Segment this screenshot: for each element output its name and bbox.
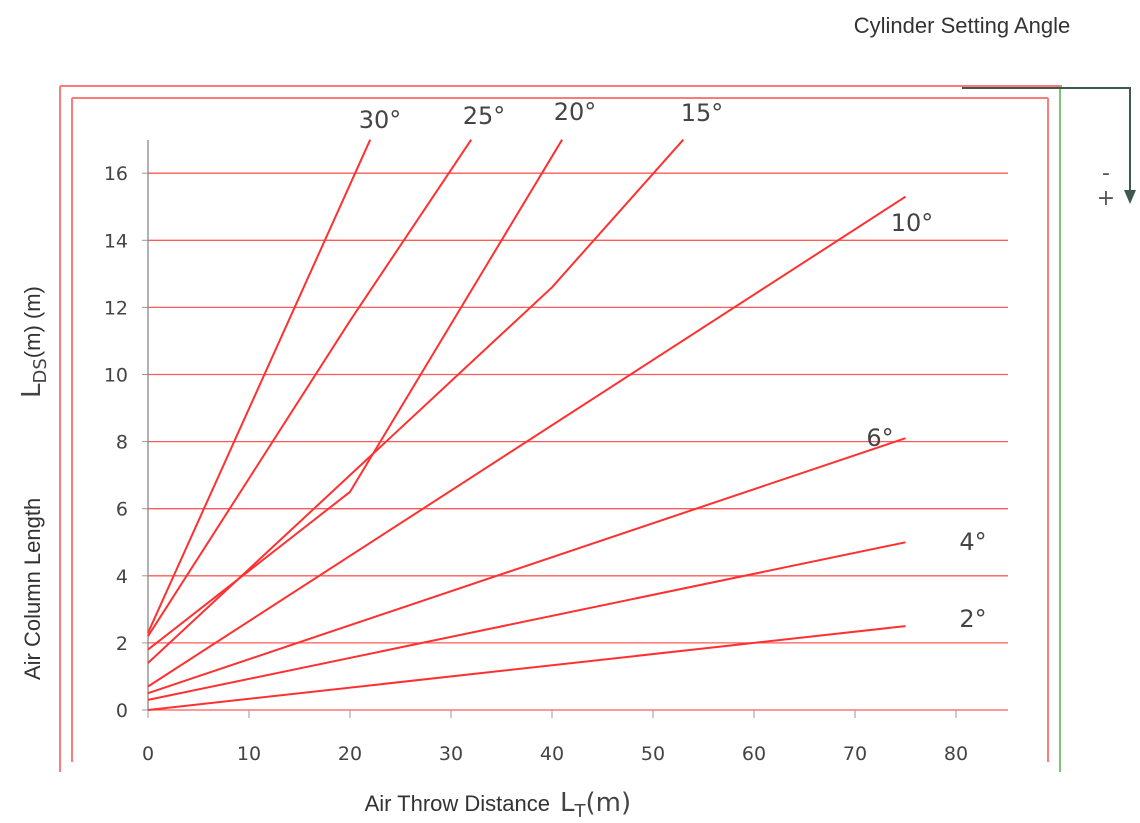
grid	[148, 172, 1008, 711]
x-tick-label-60: 60	[742, 743, 766, 765]
cylinder-setting-angle-label: Cylinder Setting Angle	[854, 13, 1070, 38]
angle-label-10deg: 10°	[891, 209, 934, 237]
x-axis-title: Air Throw Distance	[365, 791, 550, 816]
x-tick-label-40: 40	[540, 743, 564, 765]
x-tick-label-50: 50	[641, 743, 665, 765]
angle-label-6deg: 6°	[866, 424, 893, 452]
y-tick-label-4: 4	[116, 566, 128, 588]
y-tick-label-14: 14	[104, 230, 128, 252]
angle-label-15deg: 15°	[681, 99, 724, 127]
angle-label-2deg: 2°	[959, 605, 986, 633]
y-tick-label-8: 8	[116, 432, 128, 454]
direction-arrow: - +	[962, 87, 1136, 211]
y-axis-symbol-sub: DS	[30, 358, 51, 383]
arrow-path	[962, 87, 1131, 192]
plus-sign: +	[1097, 186, 1115, 211]
y-tick-label-6: 6	[116, 499, 128, 521]
series-line-6deg	[147, 437, 906, 695]
x-tick-label-70: 70	[843, 743, 867, 765]
x-axis-label: Air Throw Distance	[365, 791, 550, 816]
axes: 0 2 4 6 8 10 12 14 16 0 10 20 30 40 50 60 70 80	[104, 140, 968, 765]
x-axis-symbol-sub: T	[574, 801, 587, 822]
x-tick-label-20: 20	[338, 743, 362, 765]
x-tick-label-0: 0	[142, 743, 154, 765]
angle-labels: 30° 25° 20° 15° 10° 6° 4° 2°	[359, 98, 987, 633]
y-tick-label-10: 10	[104, 365, 128, 387]
series-line-4deg	[147, 541, 906, 701]
y-tick-label-0: 0	[116, 700, 128, 722]
y-tick-label-12: 12	[104, 297, 128, 319]
y-axis-unit: (m) (m)	[20, 286, 45, 358]
x-axis-symbol: LT(m)	[560, 788, 631, 822]
y-axis-title: Air Column Length	[20, 498, 45, 680]
x-tick-label-10: 10	[237, 743, 261, 765]
series-line-20deg	[147, 139, 563, 651]
x-tick-label-30: 30	[439, 743, 463, 765]
series-line-25deg	[147, 139, 473, 637]
x-tick-label-80: 80	[944, 743, 968, 765]
y-tick-label-16: 16	[104, 163, 128, 185]
angle-label-30deg: 30°	[359, 106, 402, 134]
series-line-2deg	[147, 625, 906, 711]
minus-sign: -	[1102, 161, 1110, 186]
y-axis-label-group: Air Column Length LDS(m) (m)	[17, 286, 51, 680]
angle-label-25deg: 25°	[463, 102, 506, 130]
series-lines	[147, 139, 907, 711]
series-line-15deg	[147, 139, 685, 664]
series-line-30deg	[147, 139, 372, 634]
frame	[59, 85, 1062, 772]
series-line-10deg	[147, 195, 907, 688]
arrow-head	[1124, 190, 1136, 204]
y-axis-symbol-l: L	[17, 383, 47, 398]
y-tick-label-2: 2	[116, 633, 128, 655]
x-axis-unit: (m)	[586, 788, 632, 818]
y-axis-symbol: LDS(m) (m)	[17, 286, 51, 398]
angle-label-20deg: 20°	[554, 98, 597, 126]
x-axis-symbol-l: L	[560, 788, 575, 818]
y-axis-label: Air Column Length	[20, 498, 45, 680]
angle-label-4deg: 4°	[959, 528, 986, 556]
